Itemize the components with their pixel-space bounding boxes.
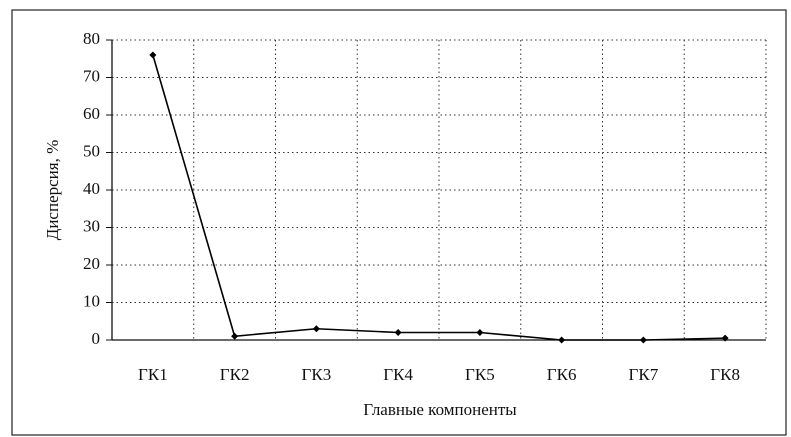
x-tick-label: ГК7 bbox=[629, 365, 659, 384]
x-tick-label: ГК8 bbox=[710, 365, 740, 384]
marker bbox=[231, 332, 239, 340]
x-tick-label: ГК2 bbox=[220, 365, 250, 384]
x-tick-label: ГК3 bbox=[302, 365, 332, 384]
marker bbox=[312, 325, 320, 333]
y-tick-label: 50 bbox=[83, 141, 100, 160]
y-tick-label: 30 bbox=[83, 216, 100, 235]
y-tick-label: 80 bbox=[83, 29, 100, 48]
marker bbox=[476, 329, 484, 336]
marker bbox=[721, 334, 729, 342]
marker bbox=[149, 51, 157, 59]
y-tick-label: 20 bbox=[83, 254, 100, 273]
marker bbox=[394, 329, 402, 336]
marker bbox=[558, 336, 566, 344]
x-tick-label: ГК6 bbox=[547, 365, 577, 384]
y-tick-label: 60 bbox=[83, 104, 100, 123]
x-tick-label: ГК5 bbox=[465, 365, 495, 384]
x-tick-label: ГК4 bbox=[383, 365, 413, 384]
x-tick-label: ГК1 bbox=[138, 365, 168, 384]
line bbox=[152, 54, 726, 341]
x-axis-label: Главные компоненты bbox=[363, 400, 517, 419]
y-tick-label: 70 bbox=[83, 66, 100, 85]
y-axis-label: Дисперсия, % bbox=[43, 140, 62, 241]
chart-frame bbox=[11, 9, 787, 436]
y-tick-label: 0 bbox=[92, 329, 101, 348]
y-tick-label: 10 bbox=[83, 291, 100, 310]
y-tick-label: 40 bbox=[83, 179, 100, 198]
marker bbox=[639, 336, 647, 344]
